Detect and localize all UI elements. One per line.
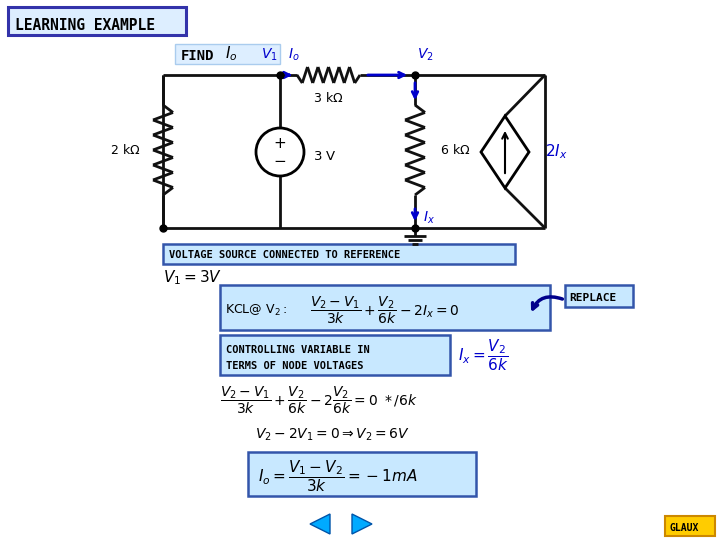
Text: CONTROLLING VARIABLE IN: CONTROLLING VARIABLE IN bbox=[226, 345, 370, 355]
Text: $\dfrac{V_2-V_1}{3k}+\dfrac{V_2}{6k}-2I_x=0$: $\dfrac{V_2-V_1}{3k}+\dfrac{V_2}{6k}-2I_… bbox=[310, 294, 459, 326]
FancyBboxPatch shape bbox=[8, 7, 186, 35]
Text: $I_o$: $I_o$ bbox=[225, 45, 238, 63]
Text: $I_x$: $I_x$ bbox=[423, 210, 435, 226]
FancyBboxPatch shape bbox=[665, 516, 715, 536]
Text: $\mathrm{KCL@\ V_2:}$: $\mathrm{KCL@\ V_2:}$ bbox=[225, 302, 287, 318]
FancyBboxPatch shape bbox=[220, 285, 550, 330]
FancyBboxPatch shape bbox=[565, 285, 633, 307]
Text: $V_1=3V$: $V_1=3V$ bbox=[163, 268, 222, 287]
Polygon shape bbox=[352, 514, 372, 534]
Text: $3\ \mathrm{V}$: $3\ \mathrm{V}$ bbox=[313, 150, 337, 163]
Text: $2I_x$: $2I_x$ bbox=[545, 143, 567, 161]
Text: $I_x=\dfrac{V_2}{6k}$: $I_x=\dfrac{V_2}{6k}$ bbox=[458, 338, 509, 373]
Text: $V_1$: $V_1$ bbox=[261, 46, 278, 63]
Text: $I_o$: $I_o$ bbox=[288, 46, 300, 63]
Text: LEARNING EXAMPLE: LEARNING EXAMPLE bbox=[15, 17, 155, 32]
Text: $I_o=\dfrac{V_1-V_2}{3k}=-1mA$: $I_o=\dfrac{V_1-V_2}{3k}=-1mA$ bbox=[258, 458, 418, 494]
Text: $V_2-2V_1=0\Rightarrow V_2=6V$: $V_2-2V_1=0\Rightarrow V_2=6V$ bbox=[255, 427, 410, 443]
Text: FIND: FIND bbox=[181, 49, 215, 63]
FancyBboxPatch shape bbox=[220, 335, 450, 375]
FancyBboxPatch shape bbox=[248, 452, 476, 496]
Text: $3\ \mathrm{k\Omega}$: $3\ \mathrm{k\Omega}$ bbox=[313, 91, 343, 105]
FancyBboxPatch shape bbox=[163, 244, 515, 264]
Text: $V_2$: $V_2$ bbox=[417, 46, 433, 63]
Text: +: + bbox=[274, 136, 287, 151]
Polygon shape bbox=[310, 514, 330, 534]
Text: REPLACE: REPLACE bbox=[569, 293, 616, 303]
Text: GLAUX: GLAUX bbox=[669, 523, 698, 533]
Text: $2\ \mathrm{k\Omega}$: $2\ \mathrm{k\Omega}$ bbox=[110, 143, 140, 157]
Text: $6\ \mathrm{k\Omega}$: $6\ \mathrm{k\Omega}$ bbox=[440, 143, 470, 157]
Text: VOLTAGE SOURCE CONNECTED TO REFERENCE: VOLTAGE SOURCE CONNECTED TO REFERENCE bbox=[169, 250, 400, 260]
Text: $\dfrac{V_2-V_1}{3k}+\dfrac{V_2}{6k}-2\dfrac{V_2}{6k}=0\ */6k$: $\dfrac{V_2-V_1}{3k}+\dfrac{V_2}{6k}-2\d… bbox=[220, 384, 418, 416]
Text: TERMS OF NODE VOLTAGES: TERMS OF NODE VOLTAGES bbox=[226, 361, 364, 371]
FancyBboxPatch shape bbox=[175, 44, 280, 64]
Text: −: − bbox=[274, 154, 287, 170]
